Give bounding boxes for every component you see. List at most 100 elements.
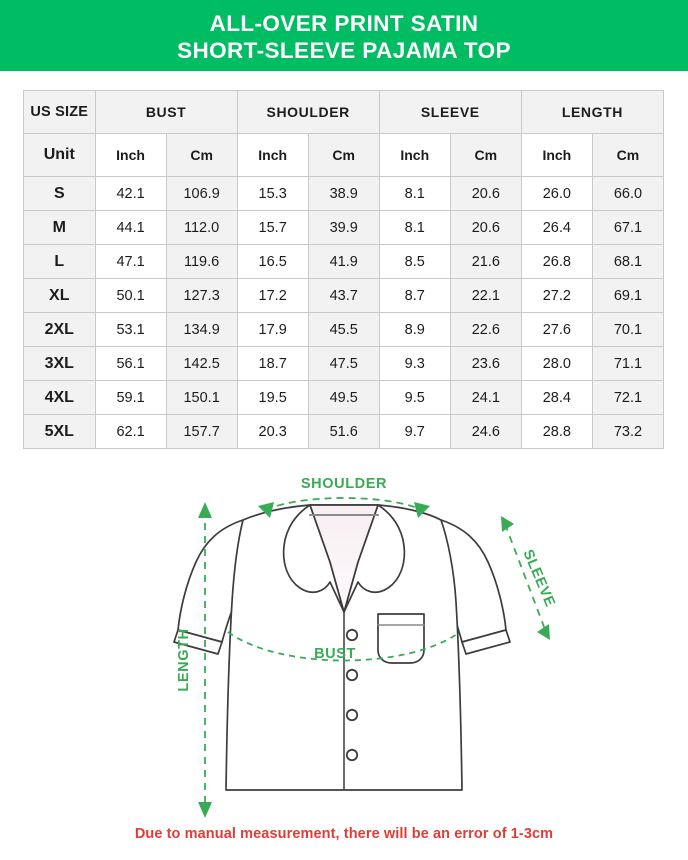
shoulder-guide-line <box>265 497 423 511</box>
cell-sleeve-inch: 8.5 <box>378 244 451 279</box>
cell-sleeve-inch: 8.7 <box>378 278 451 313</box>
unit-length-inch: Inch <box>520 133 593 177</box>
cell-length-inch: 28.4 <box>520 380 593 415</box>
cell-size-s: S <box>23 176 96 211</box>
garment-diagram: SHOULDER BUST SLEEVE LENGTH <box>0 462 688 822</box>
cell-length-inch: 27.6 <box>520 312 593 347</box>
table-row: 3XL 56.1 142.5 18.7 47.5 9.3 23.6 28.0 71.1 <box>23 346 665 381</box>
cell-length-cm: 68.1 <box>591 244 665 279</box>
unit-bust-cm: Cm <box>165 133 238 177</box>
cell-sleeve-inch: 9.7 <box>378 414 451 449</box>
cell-length-cm: 67.1 <box>591 210 665 245</box>
length-arrow-bottom <box>198 802 212 818</box>
label-bust: BUST <box>314 646 356 662</box>
cell-bust-cm: 150.1 <box>165 380 238 415</box>
cell-size-3xl: 3XL <box>23 346 96 381</box>
garment-illustration <box>173 504 511 791</box>
cell-bust-cm: 106.9 <box>165 176 238 211</box>
cell-shoulder-cm: 43.7 <box>307 278 380 313</box>
cell-sleeve-inch: 9.3 <box>378 346 451 381</box>
table-row: M 44.1 112.0 15.7 39.9 8.1 20.6 26.4 67.1 <box>23 210 665 245</box>
table-group-header-row: US SIZE BUST SHOULDER SLEEVE LENGTH <box>23 90 665 134</box>
header-group-bust: BUST <box>94 90 238 134</box>
neck-opening <box>309 504 379 613</box>
cell-shoulder-inch: 20.3 <box>236 414 309 449</box>
cell-length-cm: 66.0 <box>591 176 665 211</box>
cell-shoulder-inch: 17.2 <box>236 278 309 313</box>
cell-bust-inch: 42.1 <box>94 176 167 211</box>
sleeve-arrow-bottom <box>537 624 550 640</box>
table-row: 2XL 53.1 134.9 17.9 45.5 8.9 22.6 27.6 70.1 <box>23 312 665 347</box>
cell-shoulder-cm: 51.6 <box>307 414 380 449</box>
cell-sleeve-cm: 21.6 <box>449 244 522 279</box>
cell-bust-cm: 119.6 <box>165 244 238 279</box>
cell-sleeve-cm: 20.6 <box>449 176 522 211</box>
bust-guide-line <box>227 631 461 662</box>
size-table-head: US SIZE BUST SHOULDER SLEEVE LENGTH Unit… <box>23 90 665 177</box>
shoulder-arrow-right <box>414 502 430 518</box>
size-table: US SIZE BUST SHOULDER SLEEVE LENGTH Unit… <box>23 90 665 449</box>
table-row: XL 50.1 127.3 17.2 43.7 8.7 22.1 27.2 69.1 <box>23 278 665 313</box>
cell-length-inch: 26.8 <box>520 244 593 279</box>
collar-right <box>343 504 406 613</box>
cell-length-inch: 28.0 <box>520 346 593 381</box>
collar-left <box>282 504 345 613</box>
cell-shoulder-inch: 15.3 <box>236 176 309 211</box>
cell-bust-inch: 62.1 <box>94 414 167 449</box>
measurement-arrowheads <box>198 502 550 818</box>
button-3 <box>345 708 359 722</box>
cell-bust-cm: 142.5 <box>165 346 238 381</box>
cell-size-xl: XL <box>23 278 96 313</box>
cell-shoulder-inch: 15.7 <box>236 210 309 245</box>
button-4 <box>345 748 359 762</box>
table-row: 4XL 59.1 150.1 19.5 49.5 9.5 24.1 28.4 72.1 <box>23 380 665 415</box>
length-arrow-top <box>198 502 212 518</box>
cell-shoulder-cm: 41.9 <box>307 244 380 279</box>
cell-shoulder-inch: 18.7 <box>236 346 309 381</box>
cell-size-5xl: 5XL <box>23 414 96 449</box>
cell-length-inch: 26.4 <box>520 210 593 245</box>
cell-sleeve-cm: 24.1 <box>449 380 522 415</box>
cell-bust-inch: 59.1 <box>94 380 167 415</box>
cell-shoulder-cm: 38.9 <box>307 176 380 211</box>
cell-bust-inch: 47.1 <box>94 244 167 279</box>
cell-shoulder-inch: 16.5 <box>236 244 309 279</box>
label-length: LENGTH <box>176 628 192 691</box>
cell-size-m: M <box>23 210 96 245</box>
cell-length-cm: 70.1 <box>591 312 665 347</box>
header-group-shoulder: SHOULDER <box>236 90 380 134</box>
sleeve-guide-line <box>504 523 547 633</box>
cell-sleeve-cm: 24.6 <box>449 414 522 449</box>
header-group-length: LENGTH <box>520 90 665 134</box>
size-table-body: S 42.1 106.9 15.3 38.9 8.1 20.6 26.0 66.0 M 44.1 11… <box>23 176 665 449</box>
cell-shoulder-cm: 39.9 <box>307 210 380 245</box>
measurement-guides <box>204 497 547 810</box>
unit-row-label: Unit <box>23 133 96 177</box>
cell-sleeve-inch: 8.1 <box>378 210 451 245</box>
button-2 <box>345 668 359 682</box>
right-sleeve-cuff <box>461 629 511 655</box>
cell-sleeve-cm: 22.1 <box>449 278 522 313</box>
cell-bust-inch: 50.1 <box>94 278 167 313</box>
unit-length-cm: Cm <box>591 133 665 177</box>
cell-shoulder-cm: 45.5 <box>307 312 380 347</box>
cell-sleeve-cm: 20.6 <box>449 210 522 245</box>
cell-sleeve-inch: 8.1 <box>378 176 451 211</box>
cell-sleeve-inch: 8.9 <box>378 312 451 347</box>
cell-shoulder-inch: 19.5 <box>236 380 309 415</box>
header-group-sleeve: SLEEVE <box>378 90 522 134</box>
cell-bust-cm: 112.0 <box>165 210 238 245</box>
unit-bust-inch: Inch <box>94 133 167 177</box>
cell-length-inch: 27.2 <box>520 278 593 313</box>
unit-shoulder-inch: Inch <box>236 133 309 177</box>
table-row: 5XL 62.1 157.7 20.3 51.6 9.7 24.6 28.8 73.2 <box>23 414 665 449</box>
cell-length-inch: 26.0 <box>520 176 593 211</box>
cell-bust-cm: 134.9 <box>165 312 238 347</box>
cell-bust-inch: 44.1 <box>94 210 167 245</box>
sleeve-arrow-top <box>501 516 514 532</box>
cell-sleeve-cm: 23.6 <box>449 346 522 381</box>
table-row: L 47.1 119.6 16.5 41.9 8.5 21.6 26.8 68.1 <box>23 244 665 279</box>
cell-bust-inch: 53.1 <box>94 312 167 347</box>
cell-length-inch: 28.8 <box>520 414 593 449</box>
